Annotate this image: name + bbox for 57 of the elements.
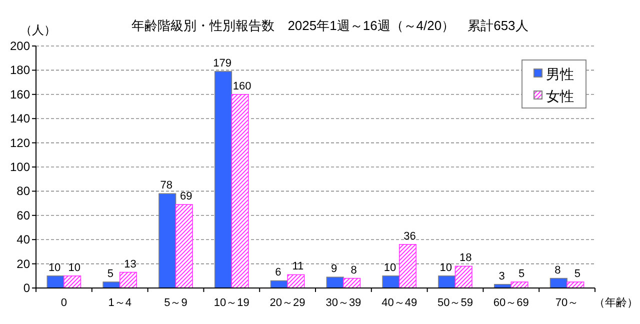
- data-label: 5: [518, 268, 525, 280]
- data-label: 160: [232, 80, 252, 92]
- data-label: 6: [275, 266, 282, 279]
- x-tick-label: 30～39: [326, 297, 362, 309]
- bar: [287, 274, 305, 288]
- data-label: 179: [213, 57, 232, 70]
- data-label: 3: [498, 270, 505, 282]
- legend-label: 男性: [546, 66, 574, 82]
- data-label: 13: [124, 258, 136, 270]
- bar: [119, 272, 138, 288]
- bar: [382, 276, 400, 288]
- bar: [510, 282, 528, 288]
- y-tick-label: 40: [16, 232, 30, 247]
- x-tick-label: 10～19: [214, 297, 250, 309]
- x-tick-label: 70～: [555, 297, 579, 309]
- y-axis-title: （人）: [20, 23, 56, 37]
- y-tick-label: 200: [10, 39, 30, 53]
- bar: [398, 244, 417, 288]
- y-tick-label: 180: [10, 63, 30, 78]
- data-label: 18: [460, 252, 472, 264]
- data-label: 9: [331, 263, 338, 276]
- bar: [231, 94, 249, 288]
- bar: [343, 278, 361, 288]
- data-label: 5: [107, 268, 114, 280]
- x-tick-label: 0: [60, 297, 68, 309]
- data-label: 10: [440, 262, 452, 274]
- data-label: 36: [404, 230, 416, 242]
- data-label: 8: [350, 264, 357, 276]
- data-label: 78: [160, 180, 172, 192]
- bar: [175, 204, 193, 288]
- y-tick-label: 120: [10, 136, 30, 150]
- x-axis-title: （年齢）: [594, 297, 638, 309]
- data-label: 10: [384, 262, 396, 274]
- bar: [64, 276, 82, 288]
- x-tick-label: 5～9: [164, 297, 188, 309]
- y-tick-label: 20: [16, 256, 30, 271]
- chart-title: 年齢階級別・性別報告数 2025年1週～16週（～4/20） 累計653人: [132, 18, 528, 33]
- x-tick-label: 40～49: [382, 297, 418, 309]
- data-label: 69: [180, 190, 192, 203]
- y-tick-label: 140: [10, 112, 30, 126]
- x-tick-label: 20～29: [270, 297, 306, 309]
- data-label: 10: [68, 262, 80, 274]
- x-tick-label: 1～4: [108, 297, 132, 309]
- x-tick-label: 50～59: [438, 297, 473, 309]
- y-tick-label: 160: [10, 87, 30, 102]
- y-tick-label: 100: [10, 160, 30, 174]
- y-tick-label: 0: [23, 281, 30, 295]
- y-tick-label: 80: [16, 184, 30, 198]
- y-tick-label: 60: [16, 208, 30, 222]
- data-label: 5: [574, 268, 580, 280]
- x-tick-label: 60～69: [493, 297, 529, 309]
- data-label: 8: [554, 264, 561, 276]
- legend-label: 女性: [546, 88, 574, 104]
- data-label: 10: [48, 262, 61, 274]
- bar: [454, 266, 472, 288]
- bar: [438, 276, 456, 288]
- data-label: 11: [292, 260, 304, 273]
